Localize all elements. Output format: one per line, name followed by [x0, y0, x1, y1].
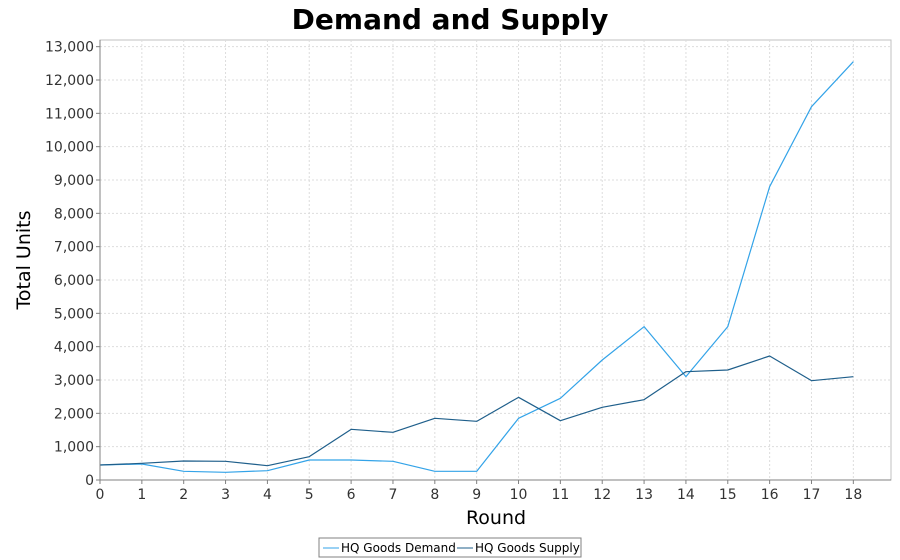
x-tick-label: 5: [305, 487, 314, 503]
x-tick-label: 11: [551, 487, 569, 503]
series-lines: [99, 61, 854, 473]
y-tick-label: 11,000: [45, 106, 94, 122]
grid: [100, 40, 891, 480]
x-tick-label: 17: [803, 487, 821, 503]
x-tick-label: 6: [347, 487, 356, 503]
y-axis-ticks: 0 1,000 2,000 3,000 4,000 5,000 6,000 7,000 8,00…: [45, 40, 100, 489]
x-tick-label: 10: [510, 487, 528, 503]
x-tick-label: 13: [635, 487, 653, 503]
y-tick-label: 12,000: [45, 73, 94, 89]
x-axis-ticks: 0 1 2 3 4 5 6 7 8 9 10 11 12 13 14 15 16 17 18: [96, 480, 862, 503]
y-tick-label: 9,000: [54, 173, 94, 189]
chart-title: Demand and Supply: [292, 3, 609, 36]
y-axis-label: Total Units: [13, 211, 35, 311]
y-tick-label: 7,000: [54, 240, 94, 256]
x-tick-label: 2: [179, 487, 188, 503]
x-tick-label: 3: [221, 487, 230, 503]
y-tick-label: 3,000: [54, 373, 94, 389]
y-tick-label: 0: [85, 473, 94, 489]
x-axis-label: Round: [466, 507, 526, 529]
y-tick-label: 1,000: [54, 440, 94, 456]
y-tick-label: 5,000: [54, 306, 94, 322]
x-tick-label: 12: [593, 487, 611, 503]
x-tick-label: 18: [844, 487, 862, 503]
series-line-hq-goods-supply: [99, 355, 854, 467]
legend: HQ Goods Demand HQ Goods Supply: [318, 537, 582, 558]
y-tick-label: 2,000: [54, 406, 94, 422]
x-tick-label: 16: [761, 487, 779, 503]
x-tick-label: 1: [137, 487, 146, 503]
x-tick-label: 9: [472, 487, 481, 503]
x-tick-label: 15: [719, 487, 737, 503]
plot-area: [99, 39, 892, 481]
x-tick-label: 8: [430, 487, 439, 503]
legend-box: [318, 537, 582, 558]
x-tick-label: 0: [96, 487, 105, 503]
y-tick-label: 4,000: [54, 340, 94, 356]
x-tick-label: 7: [389, 487, 398, 503]
legend-label-supply: HQ Goods Supply: [475, 541, 580, 555]
y-tick-label: 6,000: [54, 273, 94, 289]
legend-label-demand: HQ Goods Demand: [341, 541, 456, 555]
y-tick-label: 10,000: [45, 140, 94, 156]
y-tick-label: 13,000: [45, 40, 94, 56]
y-tick-label: 8,000: [54, 206, 94, 222]
x-tick-label: 4: [263, 487, 272, 503]
series-line-hq-goods-demand: [99, 61, 854, 473]
x-tick-label: 14: [677, 487, 695, 503]
